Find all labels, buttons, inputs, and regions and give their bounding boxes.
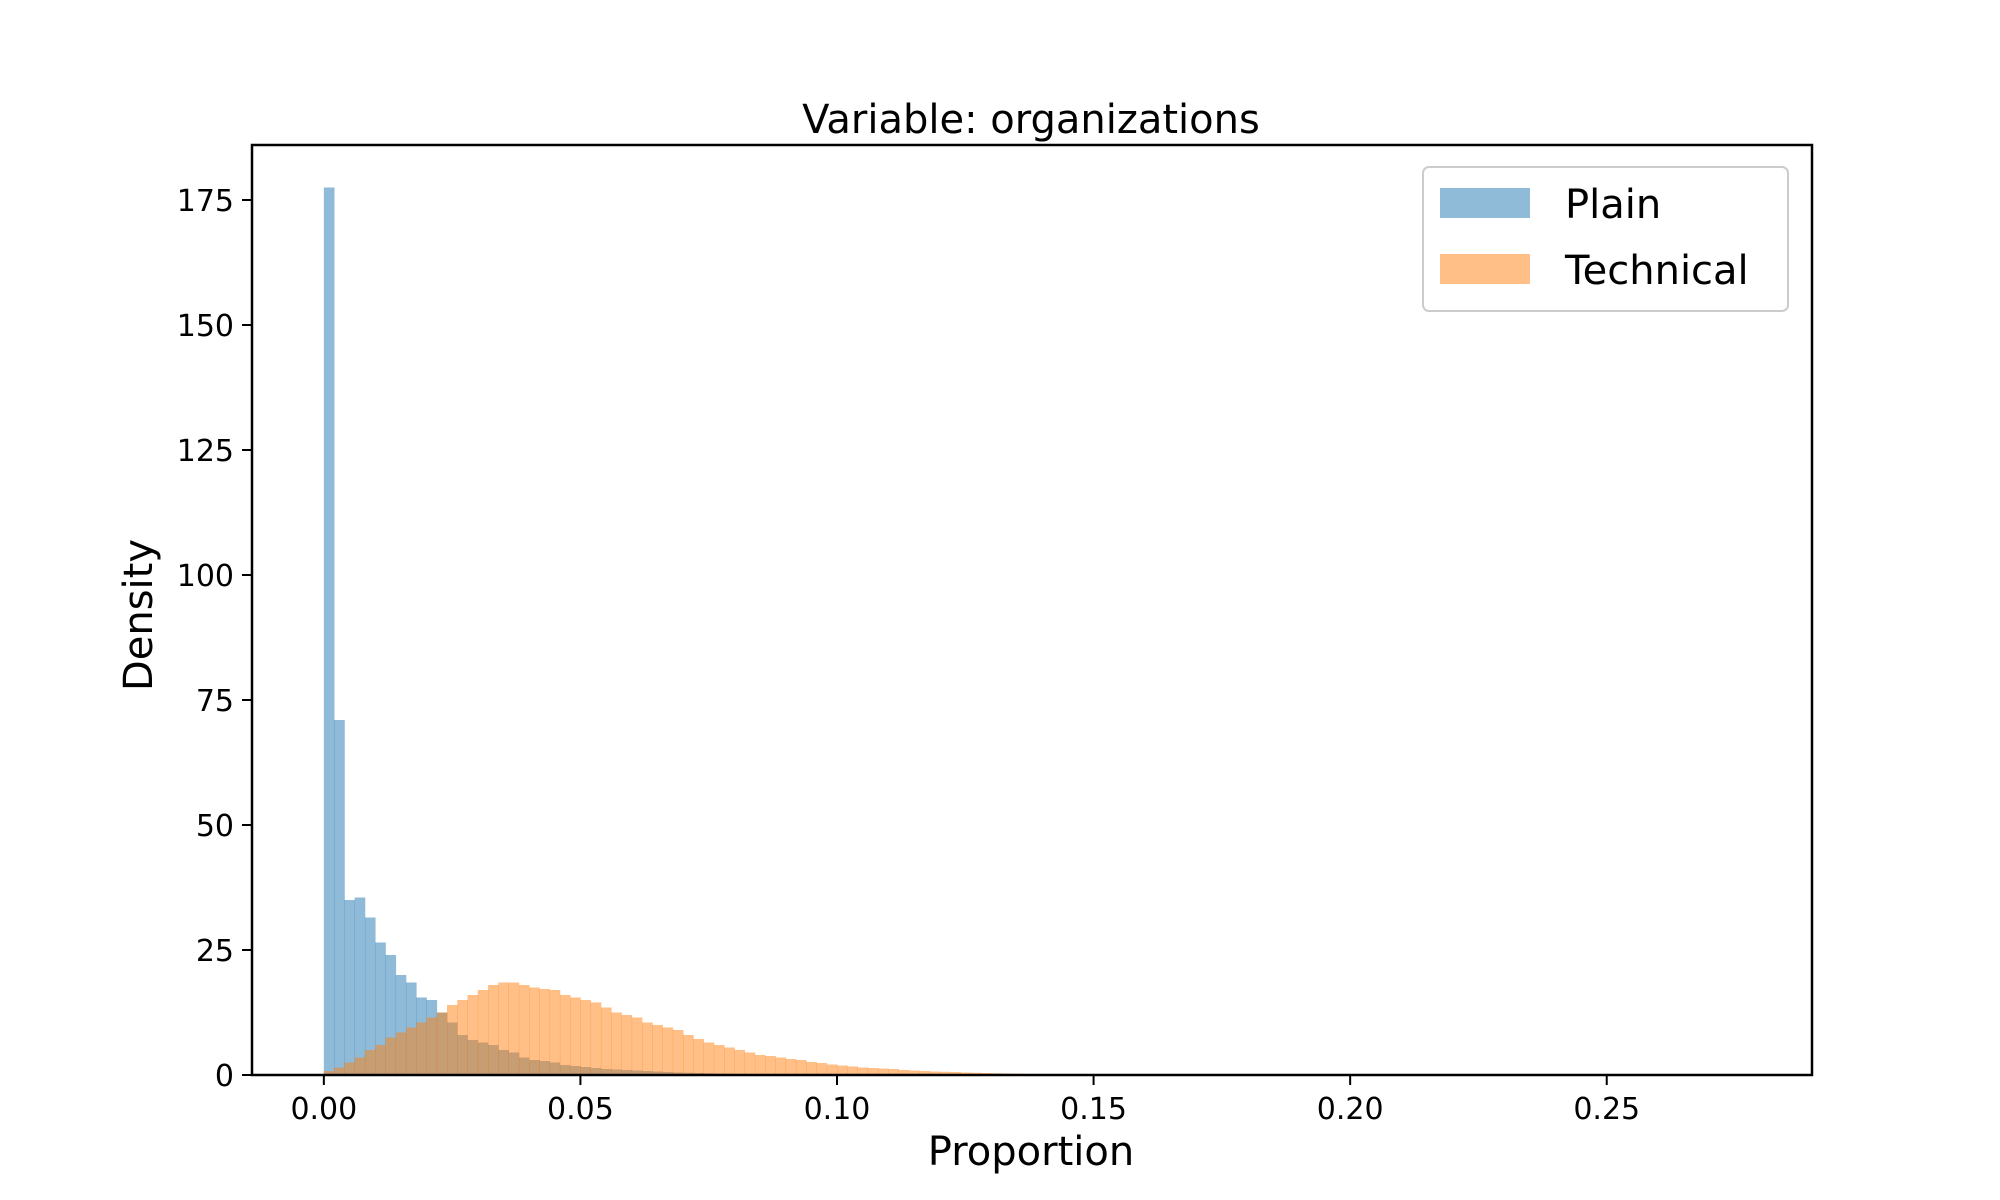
technical-bar-11	[436, 1012, 448, 1075]
technical-bar-28	[611, 1012, 622, 1075]
y-tick-label-4: 100	[177, 559, 234, 594]
technical-bar-61	[949, 1072, 961, 1075]
plain-bar-4	[364, 917, 376, 1075]
technical-bar-56	[898, 1070, 910, 1075]
technical-bar-2	[344, 1062, 356, 1075]
technical-bar-21	[539, 989, 551, 1075]
y-axis-title: Density	[116, 539, 162, 691]
technical-bar-50	[837, 1065, 848, 1075]
technical-bar-14	[467, 995, 479, 1075]
technical-bar-6	[385, 1037, 397, 1075]
technical-bar-36	[693, 1039, 704, 1075]
technical-bar-24	[570, 997, 581, 1075]
technical-bar-46	[795, 1060, 807, 1075]
technical-bar-53	[867, 1068, 879, 1075]
plain-bar-2	[344, 900, 356, 1075]
y-tick-label-1: 25	[196, 934, 234, 969]
technical-series-bars	[323, 982, 1105, 1075]
technical-bar-12	[447, 1005, 458, 1075]
technical-bar-37	[703, 1042, 715, 1075]
technical-bar-15	[477, 990, 489, 1075]
technical-bar-38	[713, 1045, 725, 1075]
technical-bar-52	[857, 1067, 869, 1075]
technical-bar-59	[929, 1071, 941, 1075]
technical-bar-42	[754, 1055, 766, 1075]
technical-bar-4	[364, 1050, 376, 1075]
technical-bar-20	[529, 987, 540, 1075]
technical-bar-34	[672, 1030, 684, 1075]
technical-bar-43	[765, 1056, 776, 1075]
plain-bar-1	[334, 720, 345, 1075]
y-tick-label-2: 50	[196, 809, 234, 844]
legend-label-technical: Technical	[1564, 248, 1749, 294]
x-tick-label-3: 0.15	[1060, 1092, 1127, 1127]
technical-bar-44	[775, 1057, 787, 1075]
technical-bar-40	[734, 1050, 746, 1075]
y-tick-label-5: 125	[177, 434, 234, 469]
technical-bar-8	[405, 1027, 417, 1075]
technical-bar-33	[662, 1027, 674, 1075]
technical-bar-23	[559, 995, 571, 1075]
technical-bar-30	[631, 1017, 643, 1075]
technical-bar-51	[847, 1066, 858, 1075]
x-axis-ticks: 0.00 0.05 0.10 0.15 0.20 0.25	[290, 1075, 1640, 1127]
x-tick-label-4: 0.20	[1317, 1092, 1384, 1127]
technical-bar-22	[549, 990, 561, 1075]
technical-bar-9	[416, 1022, 427, 1075]
technical-bar-7	[395, 1032, 407, 1075]
plain-bar-5	[375, 942, 386, 1075]
x-tick-label-0: 0.00	[290, 1092, 357, 1127]
technical-bar-58	[919, 1071, 930, 1075]
legend-label-plain: Plain	[1565, 182, 1661, 228]
technical-bar-55	[888, 1069, 899, 1075]
y-tick-label-3: 75	[196, 684, 234, 719]
technical-bar-18	[508, 982, 520, 1075]
technical-bar-57	[908, 1070, 920, 1075]
technical-bar-49	[826, 1064, 838, 1075]
y-axis-ticks: 0 25 50 75 100 125 150 175	[177, 184, 252, 1094]
technical-bar-1	[334, 1067, 345, 1075]
y-tick-label-6: 150	[177, 309, 234, 344]
y-tick-label-0: 0	[215, 1059, 234, 1094]
plain-bar-3	[354, 897, 366, 1075]
technical-bar-3	[354, 1057, 366, 1075]
technical-bar-32	[652, 1025, 663, 1075]
x-tick-label-2: 0.10	[804, 1092, 871, 1127]
technical-bar-26	[590, 1002, 602, 1075]
x-tick-label-5: 0.25	[1573, 1092, 1640, 1127]
technical-bar-47	[806, 1062, 817, 1075]
technical-bar-35	[683, 1035, 694, 1075]
plot-area	[323, 187, 1105, 1075]
chart-title: Variable: organizations	[802, 97, 1260, 143]
technical-bar-39	[724, 1047, 735, 1075]
x-axis-title: Proportion	[928, 1129, 1134, 1175]
x-tick-label-1: 0.05	[547, 1092, 614, 1127]
technical-bar-27	[600, 1007, 612, 1075]
technical-bar-13	[457, 1000, 468, 1075]
technical-bar-54	[878, 1068, 889, 1075]
technical-bar-10	[426, 1017, 438, 1075]
technical-bar-31	[642, 1022, 653, 1075]
plain-bar-7	[395, 975, 407, 1075]
y-tick-label-7: 175	[177, 184, 234, 219]
technical-bar-60	[939, 1071, 951, 1075]
legend-swatch-technical	[1440, 254, 1530, 284]
technical-bar-17	[498, 982, 509, 1075]
legend: Plain Technical	[1422, 166, 1789, 312]
technical-bar-5	[375, 1045, 386, 1075]
technical-bar-0	[323, 1071, 335, 1075]
axes-frame	[250, 143, 1814, 1077]
technical-bar-25	[580, 1000, 592, 1075]
technical-bar-16	[488, 985, 499, 1075]
technical-bar-48	[816, 1063, 828, 1075]
technical-bar-41	[744, 1052, 756, 1075]
legend-swatch-plain	[1440, 188, 1530, 218]
plain-bar-6	[385, 955, 397, 1075]
technical-bar-19	[518, 985, 530, 1075]
technical-bar-29	[621, 1015, 633, 1075]
plain-bar-0	[323, 187, 335, 1075]
technical-bar-45	[785, 1059, 797, 1075]
